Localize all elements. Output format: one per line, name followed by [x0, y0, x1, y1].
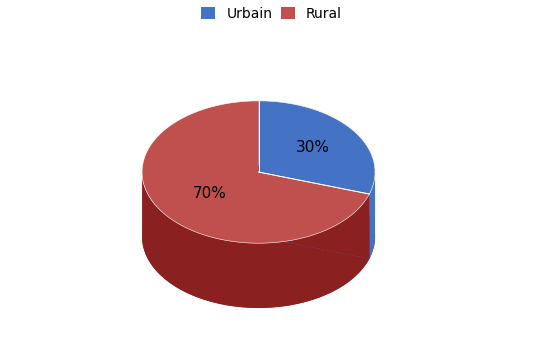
- Polygon shape: [142, 166, 375, 308]
- Polygon shape: [258, 101, 375, 194]
- Text: 70%: 70%: [193, 186, 226, 201]
- Text: 30%: 30%: [296, 140, 330, 155]
- Legend: Urbain, Rural: Urbain, Rural: [196, 1, 347, 26]
- Polygon shape: [258, 194, 369, 259]
- Polygon shape: [369, 172, 375, 259]
- Polygon shape: [142, 101, 369, 243]
- Polygon shape: [258, 194, 369, 259]
- Polygon shape: [142, 172, 369, 308]
